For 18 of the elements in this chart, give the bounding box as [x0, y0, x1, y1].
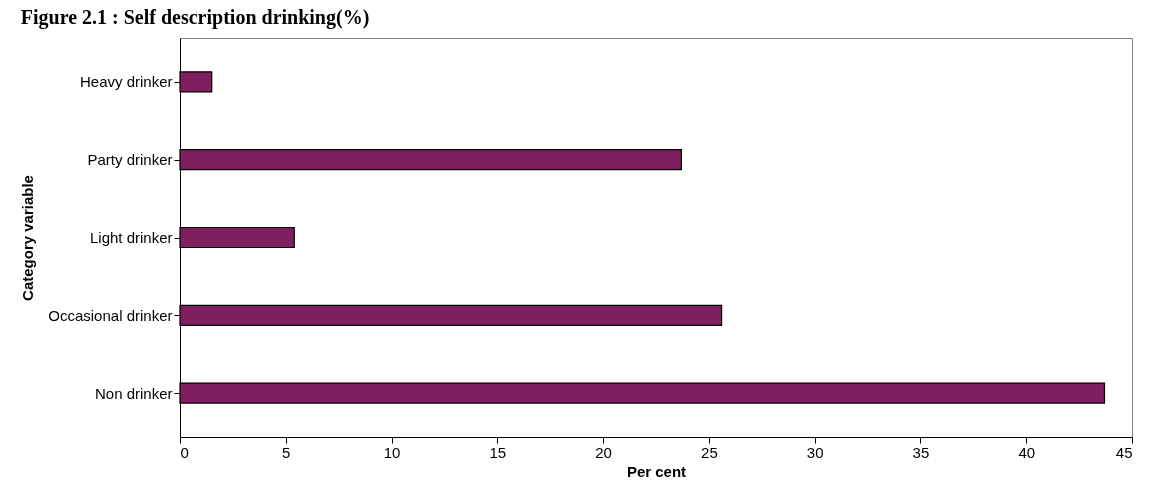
- y-tick-label: Heavy drinker: [79, 73, 173, 91]
- x-tick-label: 15: [489, 443, 507, 461]
- x-tick-label: 5: [282, 443, 291, 461]
- x-tick-label: 30: [806, 443, 824, 461]
- x-tick-label: 20: [595, 443, 612, 461]
- chart-title: Figure 2.1 : Self description drinking(%): [20, 6, 370, 29]
- x-tick-label: 40: [1018, 443, 1036, 461]
- y-axis-title: Category variable: [19, 175, 37, 301]
- x-tick-label: 45: [1115, 443, 1133, 461]
- x-axis-title: Per cent: [626, 462, 687, 480]
- y-tick-label: Occasional drinker: [48, 306, 173, 324]
- y-tick-label: Light drinker: [89, 229, 173, 246]
- x-tick-label: 0: [180, 443, 189, 461]
- x-tick-label: 25: [701, 443, 718, 461]
- y-tick-label: Non drinker: [94, 384, 173, 402]
- y-tick-label: Party drinker: [87, 151, 173, 169]
- x-tick-label: 35: [912, 443, 930, 461]
- x-tick-label: 10: [383, 443, 401, 461]
